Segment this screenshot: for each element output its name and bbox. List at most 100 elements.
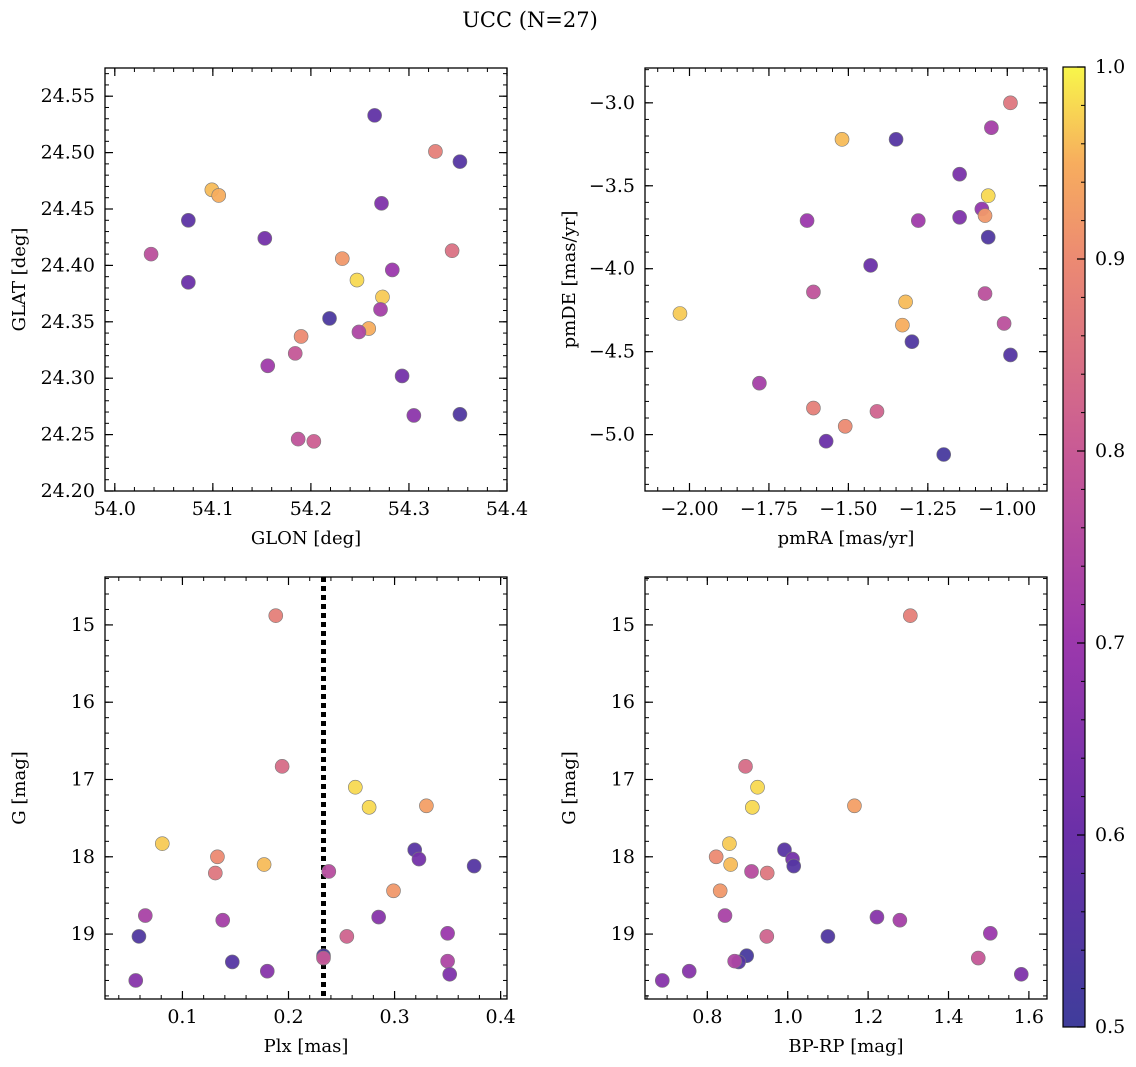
scatter-point xyxy=(869,909,885,925)
scatter-point xyxy=(316,950,331,966)
scatter-point xyxy=(181,275,196,290)
scatter-point xyxy=(208,865,223,881)
scatter-point xyxy=(339,929,355,944)
panel-pmra-pmde: −2.00 −1.75 −1.50 −1.25 −1.00 −5.0 −4.5 −4.0 −3.… xyxy=(559,67,1048,549)
scatter-point xyxy=(806,400,821,416)
scatter-point xyxy=(654,973,670,988)
scatter-point xyxy=(361,800,377,815)
scatter-point xyxy=(722,836,737,851)
scatter-point xyxy=(717,908,733,923)
scatter-point xyxy=(869,404,885,419)
scatter-point xyxy=(1013,966,1029,982)
x-tick-label: −1.00 xyxy=(978,498,1036,520)
scatter-point xyxy=(452,154,468,169)
scatter-point xyxy=(977,286,993,301)
scatter-point xyxy=(466,858,482,874)
y-tick-label: 18 xyxy=(71,846,95,868)
scatter-point xyxy=(936,447,952,462)
scatter-point xyxy=(806,284,821,300)
x-tick-label: 1.0 xyxy=(773,1006,803,1028)
colorbar-tick-label: 0.5 xyxy=(1095,1016,1125,1038)
scatter-point xyxy=(351,324,367,340)
x-tick-label: 0.1 xyxy=(167,1006,197,1028)
scatter-point xyxy=(322,311,337,326)
scatter-point xyxy=(983,926,998,941)
x-axis-label: BP-RP [mag] xyxy=(788,1036,903,1057)
scatter-point xyxy=(904,334,920,350)
y-tick-label: 24.20 xyxy=(41,480,95,502)
scatter-point xyxy=(293,329,309,344)
scatter-point xyxy=(980,188,996,204)
scatter-point xyxy=(154,836,170,851)
scatter-point xyxy=(750,779,765,795)
y-tick-label: 16 xyxy=(71,691,95,713)
panel-plx-g: 0.1 0.2 0.3 0.4 15 16 17 18 19 Plx [mas] G [mag] xyxy=(9,576,516,1057)
y-tick-label: 24.35 xyxy=(41,311,95,333)
x-tick-label: 54.0 xyxy=(94,498,136,520)
scatter-point xyxy=(411,851,427,867)
scatter-point xyxy=(980,229,996,245)
y-tick-label: 15 xyxy=(71,614,95,636)
scatter-point xyxy=(984,120,999,136)
axes-frame xyxy=(104,576,508,1000)
scatter-point xyxy=(847,798,862,814)
scatter-point xyxy=(367,108,382,123)
y-tick-label: 24.45 xyxy=(41,198,95,220)
scatter-point xyxy=(321,864,337,879)
scatter-point xyxy=(727,953,742,969)
scatter-point xyxy=(143,246,159,262)
scatter-point xyxy=(888,132,904,147)
scatter-point xyxy=(375,289,390,305)
x-axis-label: pmRA [mas/yr] xyxy=(778,528,915,549)
scatter-point xyxy=(215,912,231,928)
scatter-point xyxy=(386,883,401,899)
scatter-point xyxy=(349,272,365,288)
scatter-point xyxy=(256,857,272,872)
y-tick-label: 16 xyxy=(611,691,635,713)
x-axis-label: GLON [deg] xyxy=(251,528,361,549)
scatter-point xyxy=(128,973,144,988)
scatter-point xyxy=(428,144,443,159)
scatter-point xyxy=(260,358,276,374)
scatter-point xyxy=(452,406,468,422)
scatter-point xyxy=(910,213,926,228)
scatter-point xyxy=(394,368,410,384)
y-tick-label: 24.30 xyxy=(41,367,95,389)
scatter-point xyxy=(898,294,913,310)
y-axis-label: pmDE [mas/yr] xyxy=(559,211,580,349)
y-tick-label: −3.0 xyxy=(589,92,635,114)
panel-glon-glat: 54.0 54.1 54.2 54.3 54.4 24.20 24.25 24.30 24.35… xyxy=(9,67,528,549)
x-axis-label: Plx [mas] xyxy=(264,1036,349,1057)
scatter-point xyxy=(306,434,322,449)
scatter-point xyxy=(681,963,697,979)
scatter-point xyxy=(1003,347,1018,363)
scatter-point xyxy=(996,316,1012,331)
scatter-point xyxy=(977,208,993,223)
scatter-point xyxy=(211,188,227,203)
scatter-point xyxy=(952,166,967,182)
scatter-point xyxy=(834,132,850,147)
colorbar-gradient xyxy=(1062,66,1086,1028)
scatter-point xyxy=(259,963,275,979)
scatter-point xyxy=(1003,95,1018,111)
scatter-point xyxy=(712,883,728,899)
x-tick-label: 1.6 xyxy=(1014,1006,1044,1028)
scatter-point xyxy=(752,375,767,391)
scatter-point xyxy=(210,849,225,865)
scatter-point xyxy=(406,408,422,423)
x-tick-label: −2.00 xyxy=(660,498,718,520)
scatter-point xyxy=(224,954,240,970)
scatter-point xyxy=(442,966,458,982)
colorbar-tick-label: 0.9 xyxy=(1095,248,1125,270)
scatter-point xyxy=(952,209,967,225)
scatter-point xyxy=(181,212,196,228)
x-tick-label: 0.3 xyxy=(379,1006,409,1028)
y-tick-label: 24.50 xyxy=(41,142,95,164)
scatter-point xyxy=(744,864,759,879)
x-tick-label: 0.4 xyxy=(486,1006,516,1028)
y-tick-label: −3.5 xyxy=(589,175,635,197)
scatter-point xyxy=(820,929,836,944)
x-tick-label: 54.3 xyxy=(388,498,430,520)
scatter-point xyxy=(759,865,775,881)
